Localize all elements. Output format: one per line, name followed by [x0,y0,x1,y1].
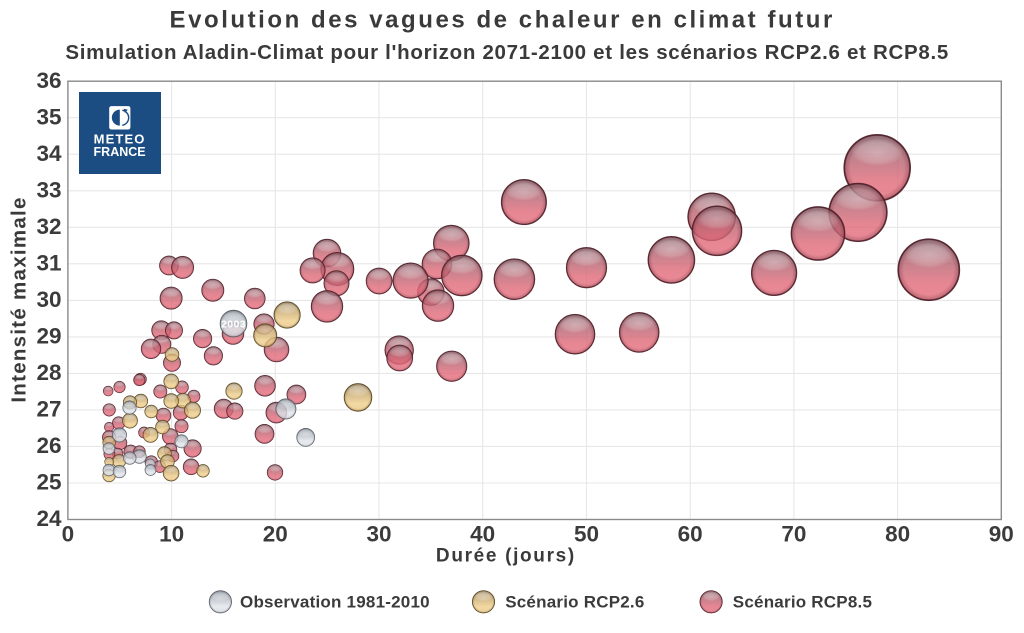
svg-text:20: 20 [263,522,288,547]
svg-text:40: 40 [470,522,495,547]
svg-text:Scénario RCP2.6: Scénario RCP2.6 [505,593,644,612]
svg-text:36: 36 [36,68,61,93]
svg-text:29: 29 [36,324,61,349]
svg-text:26: 26 [36,433,61,458]
svg-text:35: 35 [36,104,61,129]
svg-text:33: 33 [36,177,61,202]
svg-text:90: 90 [989,522,1014,547]
svg-text:60: 60 [678,522,703,547]
svg-text:31: 31 [36,250,61,275]
svg-text:Intensité maximale: Intensité maximale [7,196,30,402]
svg-text:24: 24 [36,506,62,531]
svg-text:80: 80 [885,522,910,547]
svg-text:32: 32 [36,214,61,239]
svg-text:METEO: METEO [94,132,146,147]
svg-text:Simulation Aladin-Climat pour: Simulation Aladin-Climat pour l'horizon … [65,41,949,64]
svg-text:30: 30 [36,287,61,312]
svg-text:50: 50 [574,522,599,547]
svg-text:30: 30 [366,522,391,547]
svg-text:Observation 1981-2010: Observation 1981-2010 [240,593,430,612]
svg-text:Evolution des vagues de chaleu: Evolution des vagues de chaleur en clima… [170,7,835,34]
svg-text:Durée (jours): Durée (jours) [436,546,576,567]
svg-text:10: 10 [159,522,184,547]
svg-text:28: 28 [36,360,61,385]
svg-text:Scénario RCP8.5: Scénario RCP8.5 [733,593,872,612]
svg-text:2003: 2003 [221,319,246,331]
svg-text:70: 70 [781,522,806,547]
svg-text:0: 0 [62,522,75,547]
svg-text:FRANCE: FRANCE [94,145,146,159]
svg-text:27: 27 [36,397,61,422]
svg-text:25: 25 [36,470,61,495]
svg-text:34: 34 [36,141,62,166]
